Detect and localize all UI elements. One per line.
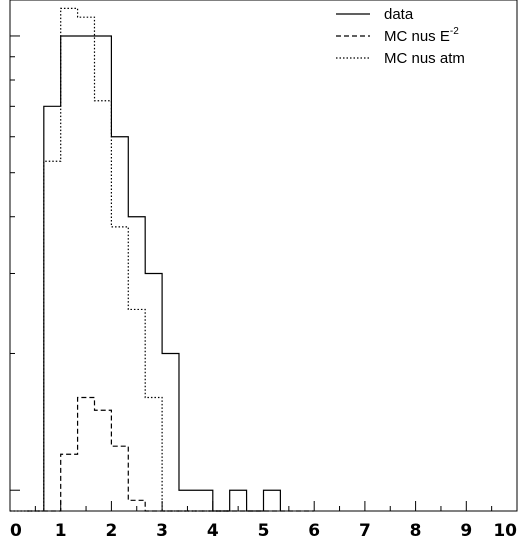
x-axis-tick-labels: 0 1 2 3 4 5 6 7 8 9 10 (10, 521, 517, 541)
series-line (10, 7, 230, 512)
histogram-bin (44, 161, 61, 511)
legend: data MC nus E-2 MC nus atm (336, 6, 465, 67)
series-layer (10, 7, 315, 512)
histogram-bin (145, 397, 162, 511)
x-tick-label: 3 (156, 521, 168, 541)
x-tick-label: 7 (359, 521, 371, 541)
legend-superscript: -2 (450, 26, 459, 37)
x-tick-label: 9 (460, 521, 472, 541)
series-1 (26, 396, 315, 512)
x-tick-label: 1 (55, 521, 67, 541)
histogram-bin (196, 490, 213, 511)
histogram-bin (61, 8, 78, 511)
legend-label-2: MC nus atm (384, 50, 465, 67)
histogram-bin (162, 353, 179, 511)
x-tick-label: 4 (207, 521, 219, 541)
legend-label-1: MC nus E-2 (384, 26, 459, 45)
histogram-bin (111, 227, 128, 511)
y-axis-ticks (10, 35, 20, 491)
histogram-bin (78, 17, 95, 511)
series-0 (43, 35, 281, 512)
x-tick-label: 2 (105, 521, 117, 541)
series-line (43, 35, 281, 512)
histogram-bin (230, 490, 247, 511)
histogram-bin (179, 490, 196, 511)
x-tick-label: 8 (410, 521, 422, 541)
series-line (26, 396, 315, 512)
x-tick-label: 6 (308, 521, 320, 541)
histogram-bin (128, 309, 145, 511)
histogram-bin (264, 490, 281, 511)
x-tick-label: 10 (493, 521, 517, 541)
x-tick-label: 5 (258, 521, 270, 541)
x-tick-label: 0 (10, 521, 22, 541)
legend-label-0: data (384, 6, 414, 23)
series-2 (10, 7, 230, 512)
histogram-bin (95, 101, 112, 511)
